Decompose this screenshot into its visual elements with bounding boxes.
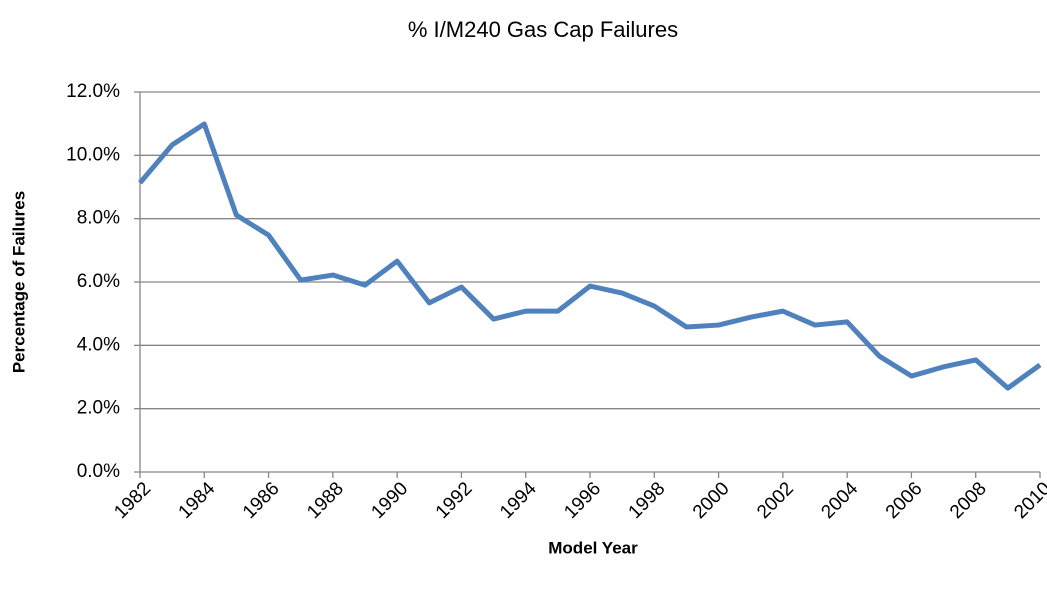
chart-title: % I/M240 Gas Cap Failures [408,17,678,42]
x-tick-label: 1994 [496,478,541,523]
y-tick-label: 6.0% [77,271,120,292]
y-tick-label: 12.0% [66,81,120,102]
x-tick-label: 2008 [946,478,991,523]
x-tick-label: 2004 [817,478,862,523]
x-tick-label: 1990 [367,478,412,523]
x-tick-label: 1996 [560,478,605,523]
x-axis-title: Model Year [548,538,638,557]
y-axis-title: Percentage of Failures [9,191,28,373]
y-tick-label: 4.0% [77,334,120,355]
y-tick-label: 0.0% [77,461,120,482]
x-tick-label: 2010 [1010,478,1047,523]
x-tick-label: 1998 [625,478,670,523]
x-tick-label: 2002 [753,478,798,523]
x-tick-label: 1986 [239,478,284,523]
x-tick-label: 1988 [303,478,348,523]
data-line [138,121,1042,391]
x-tick-label: 1984 [175,478,220,523]
x-tick-label: 2006 [882,478,927,523]
y-tick-label: 2.0% [77,398,120,419]
x-tick-label: 2000 [689,478,734,523]
y-tick-label: 10.0% [66,144,120,165]
x-tick-label: 1982 [110,478,155,523]
y-tick-label: 8.0% [77,208,120,229]
x-tick-label: 1992 [432,478,477,523]
